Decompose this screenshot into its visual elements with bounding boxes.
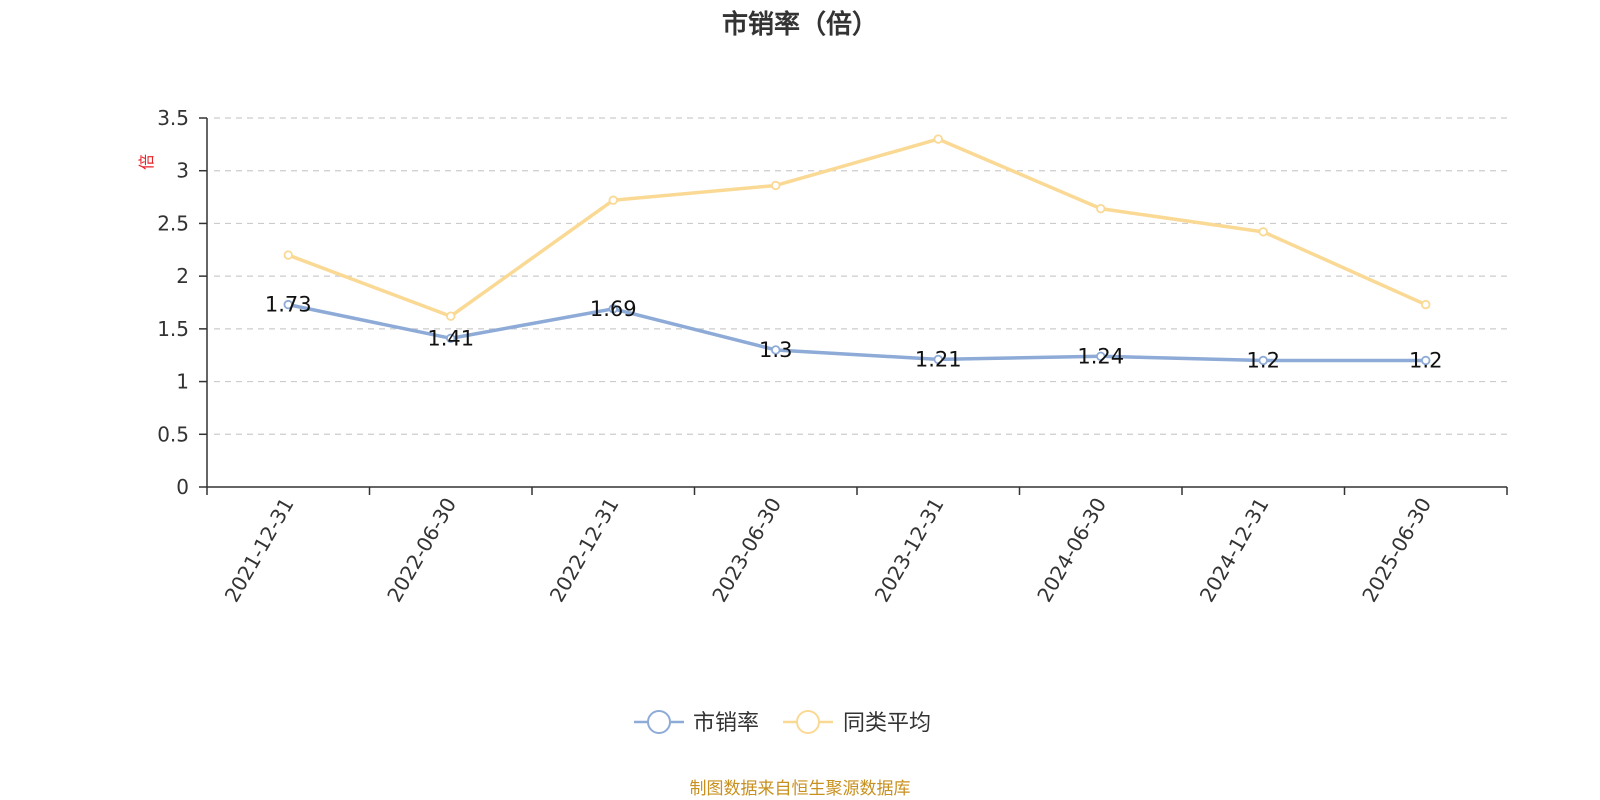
- data-point: [771, 345, 781, 355]
- data-point: [1096, 351, 1106, 361]
- x-tick-label: 2024-12-31: [1195, 494, 1274, 607]
- x-tick-label: 2021-12-31: [220, 494, 299, 607]
- y-tick-label: 1.5: [157, 317, 189, 341]
- data-point: [1096, 203, 1106, 214]
- legend-marker-icon: [796, 710, 820, 734]
- chart-title: 市销率（倍）: [722, 9, 878, 40]
- data-label: 1.3: [759, 338, 792, 362]
- legend-marker-icon: [647, 710, 671, 734]
- data-point: [608, 195, 618, 205]
- y-tick-label: 3.5: [157, 106, 189, 130]
- data-labels: 1.73 1.41 1.69 1.3 1.21 1.24 1.2 1.2: [265, 293, 1443, 373]
- x-tick-label: 2023-12-31: [870, 494, 949, 607]
- data-point: [933, 354, 943, 365]
- data-point: [1421, 355, 1431, 366]
- legend-item[interactable]: 同类平均: [783, 710, 931, 736]
- series-lines: [283, 134, 1431, 366]
- data-label: 1.73: [265, 293, 312, 317]
- x-tick-label: 2022-06-30: [382, 494, 461, 607]
- x-tick-label: 2023-06-30: [707, 494, 786, 607]
- data-point: [933, 134, 943, 144]
- data-label: 1.69: [590, 297, 637, 321]
- y-tick-label: 2: [176, 264, 189, 288]
- y-tick-label: 2.5: [157, 211, 189, 235]
- data-point: [771, 180, 781, 191]
- x-tick-label: 2022-12-31: [545, 494, 624, 607]
- legend-item[interactable]: 市销率: [634, 710, 759, 736]
- data-point: [608, 304, 618, 314]
- series-line: [286, 137, 1428, 318]
- y-tick-label: 3: [176, 159, 189, 183]
- data-label: 1.2: [1247, 348, 1280, 372]
- y-tick-label: 1: [176, 370, 189, 394]
- x-tick-label: 2024-06-30: [1032, 494, 1111, 607]
- y-tick-label: 0.5: [157, 422, 189, 446]
- source-note: 制图数据来自恒生聚源数据库: [690, 779, 911, 799]
- y-tick-label: 0: [176, 475, 189, 499]
- legend[interactable]: 市销率 同类平均: [634, 710, 931, 736]
- data-point: [283, 250, 293, 260]
- y-axis-unit-label: 倍: [137, 154, 156, 170]
- data-point: [283, 299, 293, 310]
- data-label: 1.24: [1077, 344, 1124, 368]
- data-point: [1258, 355, 1268, 366]
- data-label: 1.2: [1409, 348, 1442, 372]
- data-label: 1.41: [427, 326, 474, 350]
- x-tick-label: 2025-06-30: [1357, 494, 1436, 607]
- series-line: [286, 302, 1428, 363]
- data-point: [446, 311, 456, 321]
- data-point: [1421, 299, 1431, 310]
- legend-label: 同类平均: [843, 711, 931, 736]
- axes: 0 0.5 1 1.5 2 2.5 3 3.5 2021-12-31 2022-06-30 2022…: [157, 106, 1508, 607]
- grid-lines: [214, 117, 1507, 435]
- data-point: [1258, 227, 1268, 237]
- data-point: [446, 333, 456, 344]
- legend-label: 市销率: [693, 711, 759, 736]
- data-label: 1.21: [915, 347, 962, 371]
